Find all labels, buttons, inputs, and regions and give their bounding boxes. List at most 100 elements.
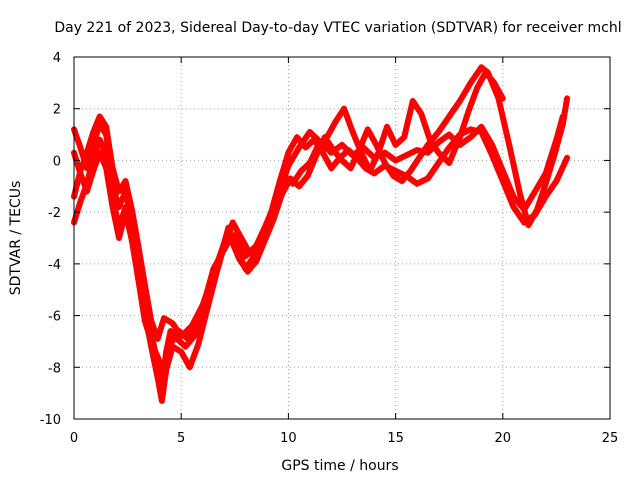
data-point bbox=[506, 141, 513, 148]
data-point bbox=[328, 165, 335, 172]
data-point bbox=[178, 333, 185, 340]
data-point bbox=[349, 152, 356, 159]
data-point bbox=[328, 149, 335, 156]
data-point bbox=[435, 149, 442, 156]
data-point bbox=[229, 219, 236, 226]
data-point bbox=[167, 328, 174, 335]
data-point bbox=[371, 154, 378, 161]
data-point bbox=[154, 374, 161, 381]
data-point bbox=[103, 123, 110, 130]
series-track-3 bbox=[71, 64, 571, 376]
data-point bbox=[510, 203, 517, 210]
y-tick-label: 4 bbox=[53, 51, 61, 66]
data-point bbox=[499, 167, 506, 174]
data-point bbox=[390, 172, 397, 179]
data-point bbox=[399, 178, 406, 185]
data-point bbox=[435, 160, 442, 167]
data-point bbox=[253, 242, 260, 249]
data-point bbox=[564, 95, 571, 102]
data-point bbox=[90, 128, 97, 135]
data-point bbox=[161, 369, 168, 376]
series-line bbox=[71, 121, 571, 389]
series-track-4 bbox=[71, 113, 566, 342]
x-tick-label: 10 bbox=[280, 431, 297, 446]
data-point bbox=[186, 364, 193, 371]
data-point bbox=[122, 203, 129, 210]
data-point bbox=[83, 188, 90, 195]
y-axis-label: SDTVAR / TECUs bbox=[8, 181, 24, 296]
y-tick-label: -10 bbox=[40, 413, 61, 428]
data-point bbox=[321, 134, 328, 141]
data-point bbox=[296, 183, 303, 190]
data-point bbox=[77, 167, 84, 174]
data-point bbox=[392, 157, 399, 164]
data-point bbox=[236, 255, 243, 262]
data-point bbox=[467, 126, 474, 133]
data-point bbox=[188, 322, 195, 329]
data-point bbox=[332, 118, 339, 125]
data-point bbox=[446, 131, 453, 138]
y-tick-label: 2 bbox=[53, 103, 61, 118]
data-point bbox=[456, 141, 463, 148]
data-point bbox=[456, 97, 463, 104]
data-point bbox=[435, 139, 442, 146]
data-point bbox=[317, 139, 324, 146]
data-point bbox=[339, 157, 345, 164]
data-point bbox=[154, 335, 161, 342]
data-series bbox=[71, 64, 571, 404]
data-point bbox=[96, 113, 103, 120]
data-point bbox=[203, 307, 210, 314]
data-point bbox=[167, 341, 174, 348]
series-track-1 bbox=[71, 121, 571, 389]
data-point bbox=[424, 149, 431, 156]
data-point bbox=[349, 128, 356, 135]
data-point bbox=[135, 276, 142, 283]
data-point bbox=[298, 167, 305, 174]
data-point bbox=[116, 235, 123, 241]
data-point bbox=[446, 160, 453, 167]
data-point bbox=[242, 253, 249, 260]
data-point bbox=[77, 198, 84, 205]
plot-frame bbox=[73, 56, 611, 420]
data-point bbox=[169, 320, 176, 327]
data-point bbox=[182, 343, 189, 350]
data-point bbox=[302, 144, 309, 151]
data-point bbox=[154, 353, 161, 360]
data-point bbox=[128, 206, 135, 213]
data-point bbox=[407, 167, 414, 174]
data-point bbox=[253, 258, 260, 265]
data-point bbox=[109, 203, 116, 210]
data-point bbox=[467, 79, 474, 86]
data-point bbox=[96, 149, 103, 156]
data-point bbox=[148, 317, 155, 324]
x-axis-label: GPS time / hours bbox=[281, 458, 398, 474]
data-point bbox=[416, 154, 423, 161]
data-point bbox=[381, 149, 388, 156]
y-tick-label: 0 bbox=[53, 154, 61, 169]
data-point bbox=[553, 178, 560, 185]
data-point bbox=[285, 149, 292, 156]
chart-title: Day 221 of 2023, Sidereal Day-to-day VTE… bbox=[54, 20, 621, 36]
data-point bbox=[285, 162, 292, 169]
data-point bbox=[373, 141, 380, 148]
axis-ticks: 0 5 10 15 20 25 -10 -8 -6 -4 -2 0 2 4 bbox=[40, 51, 619, 446]
data-point bbox=[474, 85, 481, 92]
data-point bbox=[534, 206, 541, 213]
data-point bbox=[467, 134, 474, 141]
data-point bbox=[465, 108, 472, 115]
data-point bbox=[409, 97, 416, 104]
data-point bbox=[489, 141, 496, 148]
data-point bbox=[109, 165, 116, 172]
data-point bbox=[339, 141, 345, 148]
data-point bbox=[261, 237, 268, 244]
data-point bbox=[195, 341, 202, 348]
data-point bbox=[401, 134, 408, 141]
data-point bbox=[148, 338, 155, 345]
data-point bbox=[184, 335, 191, 342]
series-line bbox=[71, 64, 571, 376]
x-tick-label: 0 bbox=[70, 431, 78, 446]
data-point bbox=[364, 126, 371, 133]
x-tick-label: 25 bbox=[602, 431, 619, 446]
data-point bbox=[122, 209, 129, 216]
data-point bbox=[384, 123, 391, 130]
